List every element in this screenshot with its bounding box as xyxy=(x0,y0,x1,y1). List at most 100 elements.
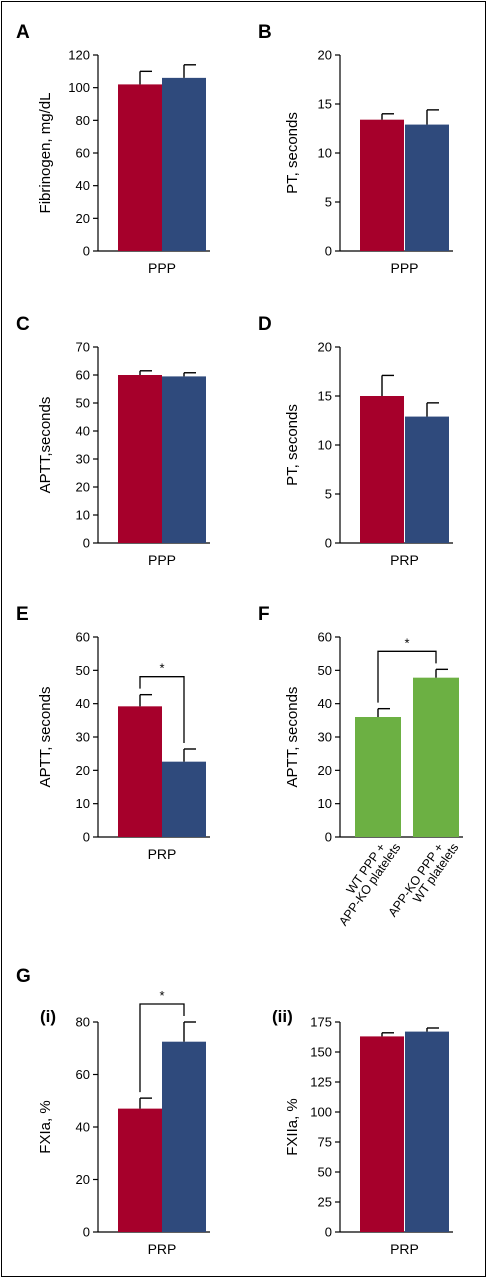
y-tick-label: 20 xyxy=(76,211,90,226)
y-tick-label: 15 xyxy=(318,97,332,112)
y-tick-label: 120 xyxy=(68,48,90,63)
y-tick-label: 10 xyxy=(318,146,332,161)
significance-bracket xyxy=(139,676,185,743)
bar xyxy=(405,1031,449,1232)
y-tick-label: 50 xyxy=(318,1165,332,1180)
x-axis-label: PPP xyxy=(390,260,418,276)
bar xyxy=(405,416,449,543)
x-axis-label: PPP xyxy=(148,260,176,276)
bar xyxy=(405,124,449,251)
y-tick-label: 20 xyxy=(318,340,332,355)
y-tick-label: 10 xyxy=(318,438,332,453)
panel-label: E xyxy=(16,604,29,625)
panel-label: C xyxy=(16,314,30,335)
y-tick-label: 10 xyxy=(76,508,90,523)
y-tick-label: 40 xyxy=(76,178,90,193)
x-axis-label: PRP xyxy=(148,846,177,862)
y-tick-label: 50 xyxy=(318,663,332,678)
bar xyxy=(162,77,206,251)
x-axis-label: PPP xyxy=(148,552,176,568)
bar xyxy=(360,119,404,252)
y-axis-label: PT, seconds xyxy=(284,112,301,194)
y-tick-label: 0 xyxy=(325,830,332,845)
chart-panel-E: E 0 10 20 30 40 50 60 APTT, seconds * PRP xyxy=(16,604,210,862)
y-tick-label: 0 xyxy=(83,244,90,259)
bar xyxy=(118,84,162,252)
y-tick-label: 150 xyxy=(310,1045,332,1060)
y-tick-label: 75 xyxy=(318,1135,332,1150)
bar xyxy=(118,1108,162,1232)
bar xyxy=(118,706,162,837)
y-tick-label: 15 xyxy=(318,389,332,404)
panel-label: G xyxy=(16,966,31,987)
y-tick-label: 5 xyxy=(325,195,332,210)
bar xyxy=(355,717,401,837)
y-tick-label: 125 xyxy=(310,1075,332,1090)
chart-panel-Gi: G (i) 0 20 40 60 80 FXIa, % * PRP xyxy=(16,966,210,1257)
y-axis-label: APTT,seconds xyxy=(37,397,54,494)
panel-label: A xyxy=(16,22,30,43)
significance-marker: * xyxy=(159,988,164,1003)
y-tick-label: 0 xyxy=(83,536,90,551)
significance-bracket xyxy=(377,650,437,703)
bar xyxy=(118,375,162,543)
y-tick-label: 40 xyxy=(76,1120,90,1135)
y-axis-label: FXIIa, % xyxy=(284,1098,301,1156)
panel-sublabel: (i) xyxy=(40,1007,56,1026)
y-tick-label: 0 xyxy=(83,830,90,845)
y-tick-label: 60 xyxy=(76,368,90,383)
y-axis-label: PT, seconds xyxy=(284,404,301,486)
y-axis-label: APTT, seconds xyxy=(284,687,301,788)
panel-label: D xyxy=(258,314,272,335)
y-tick-label: 0 xyxy=(325,536,332,551)
bar xyxy=(360,1036,404,1232)
y-tick-label: 20 xyxy=(318,48,332,63)
y-tick-label: 80 xyxy=(76,113,90,128)
x-axis-label: PRP xyxy=(390,552,419,568)
x-axis-label: PRP xyxy=(148,1241,177,1257)
y-tick-label: 30 xyxy=(76,452,90,467)
y-tick-label: 100 xyxy=(310,1105,332,1120)
y-tick-label: 5 xyxy=(325,487,332,502)
y-tick-label: 40 xyxy=(318,696,332,711)
y-tick-label: 50 xyxy=(76,663,90,678)
y-tick-label: 20 xyxy=(76,480,90,495)
y-tick-label: 175 xyxy=(310,1015,332,1030)
significance-bracket xyxy=(139,1003,185,1093)
bar xyxy=(162,761,206,837)
y-axis-label: FXIa, % xyxy=(37,1100,54,1153)
significance-marker: * xyxy=(159,661,164,676)
y-tick-label: 40 xyxy=(76,696,90,711)
y-tick-label: 60 xyxy=(76,146,90,161)
y-tick-label: 0 xyxy=(83,1225,90,1240)
bar xyxy=(413,677,459,837)
y-tick-label: 0 xyxy=(325,1225,332,1240)
y-tick-label: 100 xyxy=(68,80,90,95)
y-axis-label: Fibrinogen, mg/dL xyxy=(37,93,54,214)
y-tick-label: 0 xyxy=(325,244,332,259)
panel-label: F xyxy=(258,604,270,625)
bar xyxy=(360,396,404,543)
chart-panel-A: A 0 20 40 60 80 100 120 Fibrinogen, mg/dL PPP xyxy=(16,22,210,276)
bar xyxy=(162,376,206,543)
y-tick-label: 10 xyxy=(76,796,90,811)
y-tick-label: 25 xyxy=(318,1195,332,1210)
chart-panel-C: C 0 10 20 30 40 50 60 70 APTT,seconds PPP xyxy=(16,314,210,568)
y-tick-label: 50 xyxy=(76,396,90,411)
y-tick-label: 10 xyxy=(318,796,332,811)
significance-marker: * xyxy=(404,635,409,650)
y-tick-label: 60 xyxy=(76,630,90,645)
y-tick-label: 70 xyxy=(76,340,90,355)
y-axis-label: APTT, seconds xyxy=(37,687,54,788)
panel-sublabel: (ii) xyxy=(272,1007,293,1026)
chart-panel-B: B 0 5 10 15 20 PT, seconds PPP xyxy=(258,22,453,276)
y-tick-label: 20 xyxy=(76,1172,90,1187)
y-tick-label: 60 xyxy=(318,630,332,645)
bar xyxy=(162,1041,206,1232)
y-tick-label: 20 xyxy=(76,763,90,778)
y-tick-label: 40 xyxy=(76,424,90,439)
y-tick-label: 30 xyxy=(76,730,90,745)
